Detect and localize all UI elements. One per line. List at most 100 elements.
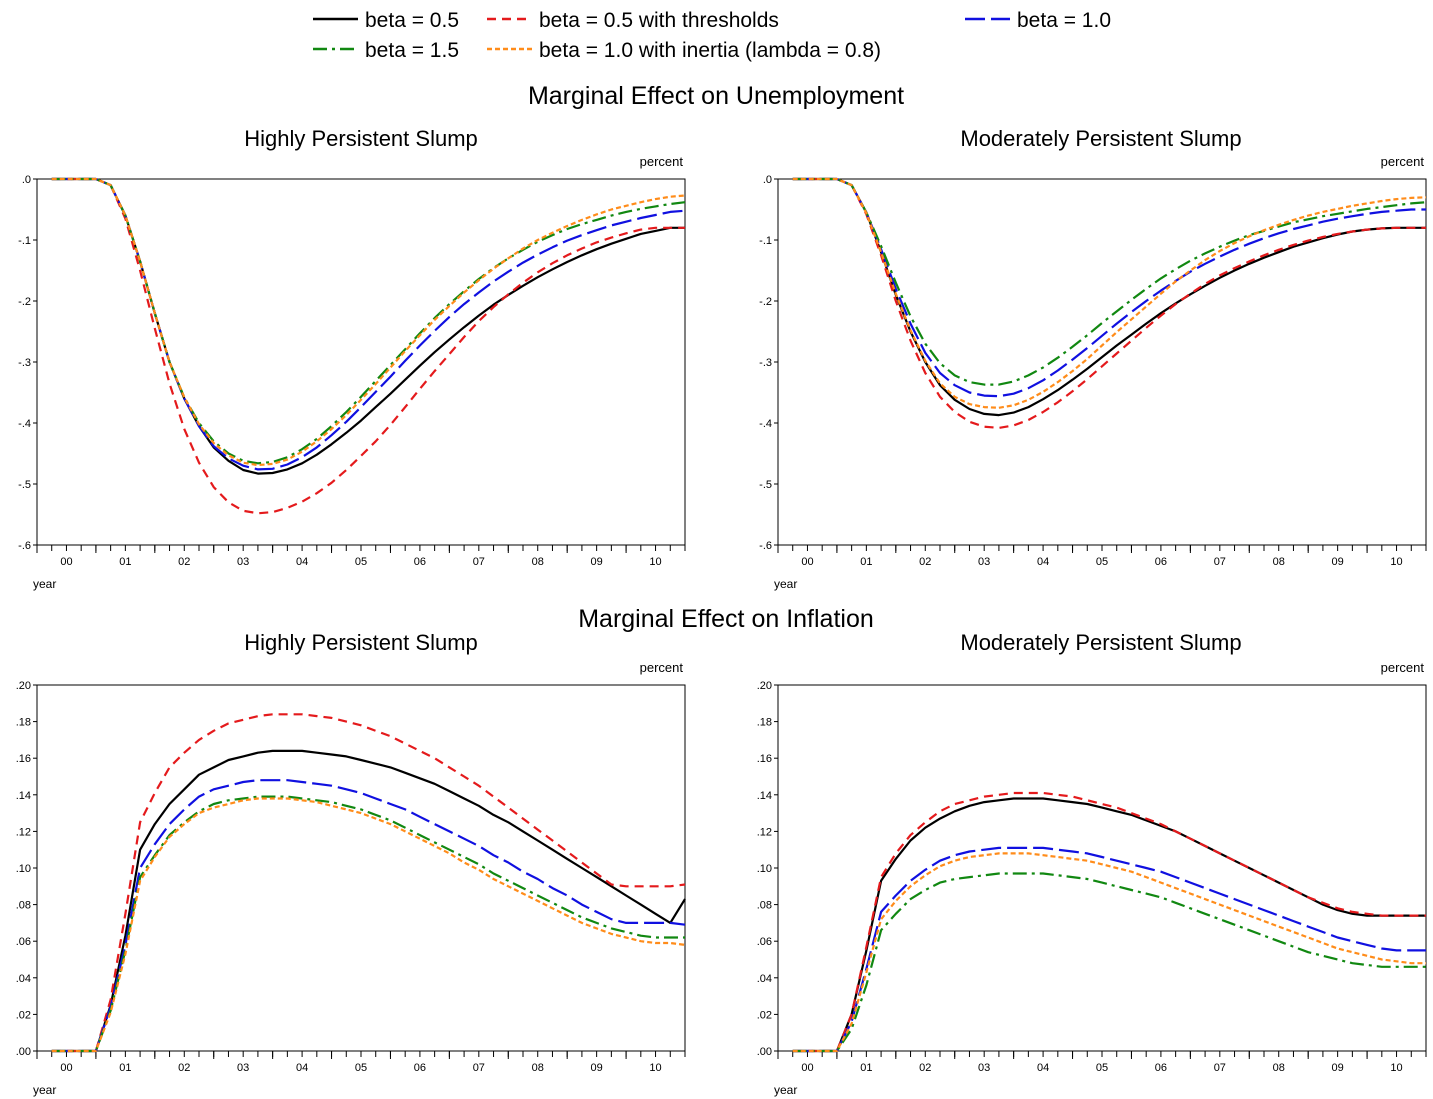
y-tick-label: -.1 [759,235,772,247]
x-tick-label: 07 [1214,556,1226,568]
x-tick-label: 06 [414,556,426,568]
series-line [792,177,1426,429]
x-tick-label: 10 [649,1062,661,1074]
series-line [792,177,1427,386]
x-tick-label: 00 [60,1062,72,1074]
y-tick-label: .20 [16,680,31,692]
series-line [792,177,1427,409]
series-line [51,177,685,475]
legend: beta = 0.5 beta = 0.5 with thresholds beta… [313,9,1111,62]
series-line [51,177,686,467]
x-tick-label: 06 [1155,1062,1167,1074]
x-tick-label: 08 [532,556,544,568]
chart-panel: Highly Persistent Slump percent .0 -.1 -.2 -.… [18,126,686,591]
x-tick-label: 04 [1037,1062,1049,1074]
y-tick-label: .14 [757,790,772,802]
legend-item: beta = 1.5 [313,39,459,62]
x-tick-label: 10 [1390,1062,1402,1074]
x-tick-label: 09 [1332,556,1344,568]
y-tick-label: .04 [757,973,772,985]
x-tick-label: 07 [473,1062,485,1074]
panel-title: Moderately Persistent Slump [960,630,1241,655]
x-tick-label: 06 [414,1062,426,1074]
x-tick-label: 01 [119,556,131,568]
x-tick-label: 05 [355,556,367,568]
y-tick-label: -.4 [18,418,31,430]
x-tick-label: 09 [591,1062,603,1074]
series-line [792,852,1426,1053]
y-tick-label: -.5 [759,479,772,491]
x-tick-label: 03 [237,556,249,568]
y-tick-label: -.6 [18,540,31,552]
y-tick-label: -.3 [18,357,31,369]
y-tick-label: .00 [16,1046,31,1058]
series-line [51,795,685,1053]
x-tick-label: 00 [801,1062,813,1074]
y-tick-label: .06 [16,936,31,948]
unit-label: percent [640,154,684,169]
y-tick-label: .10 [16,863,31,875]
x-tick-label: 10 [1390,556,1402,568]
x-tick-label: 01 [119,1062,131,1074]
x-tick-label: 02 [178,1062,190,1074]
y-tick-label: .18 [16,717,31,729]
x-tick-label: 00 [801,556,813,568]
x-axis-label: year [774,577,797,591]
series-line [792,177,1426,398]
y-tick-label: -.3 [759,357,772,369]
x-tick-label: 06 [1155,556,1167,568]
x-tick-label: 08 [1273,1062,1285,1074]
x-tick-label: 01 [860,1062,872,1074]
x-tick-label: 04 [296,556,308,568]
x-tick-label: 02 [919,1062,931,1074]
series-line [51,713,686,1053]
x-tick-label: 04 [296,1062,308,1074]
y-tick-label: .0 [22,174,31,186]
series-line [51,749,686,1053]
legend-item: beta = 1.0 with inertia (lambda = 0.8) [487,39,881,62]
x-axis-label: year [774,1083,797,1097]
legend-label: beta = 1.5 [365,39,459,62]
y-tick-label: -.2 [18,296,31,308]
x-tick-label: 09 [1332,1062,1344,1074]
series-line [51,797,686,1053]
y-tick-label: .0 [763,174,772,186]
y-tick-label: .08 [16,900,31,912]
x-tick-label: 03 [237,1062,249,1074]
y-tick-label: .20 [757,680,772,692]
legend-label: beta = 1.0 [1017,9,1111,32]
x-tick-label: 10 [649,556,661,568]
unit-label: percent [1381,660,1425,675]
x-axis-label: year [33,577,56,591]
panel-title: Highly Persistent Slump [244,126,478,151]
section-title-unemployment: Marginal Effect on Unemployment [528,82,904,110]
x-tick-label: 08 [1273,556,1285,568]
y-tick-label: .02 [16,1009,31,1021]
y-tick-label: -.4 [759,418,772,430]
panel-title: Moderately Persistent Slump [960,126,1241,151]
y-tick-label: .12 [16,826,31,838]
series-line [51,177,686,471]
y-tick-label: .02 [757,1009,772,1021]
unit-label: percent [1381,154,1425,169]
y-tick-label: .06 [757,936,772,948]
series-line [792,791,1426,1053]
y-tick-label: .16 [16,753,31,765]
legend-item: beta = 1.0 [965,9,1111,32]
x-tick-label: 00 [60,556,72,568]
x-tick-label: 03 [978,1062,990,1074]
chart-panel: Moderately Persistent Slump percent .20 .18… [757,630,1427,1097]
legend-label: beta = 0.5 [365,9,459,32]
legend-label: beta = 0.5 with thresholds [539,9,779,32]
x-tick-label: 07 [473,556,485,568]
y-tick-label: .04 [16,973,31,985]
y-tick-label: .16 [757,753,772,765]
y-tick-label: .18 [757,717,772,729]
y-tick-label: -.6 [759,540,772,552]
series-line [51,177,685,515]
x-tick-label: 05 [355,1062,367,1074]
x-axis-label: year [33,1083,56,1097]
y-tick-label: -.1 [18,235,31,247]
x-tick-label: 05 [1096,1062,1108,1074]
